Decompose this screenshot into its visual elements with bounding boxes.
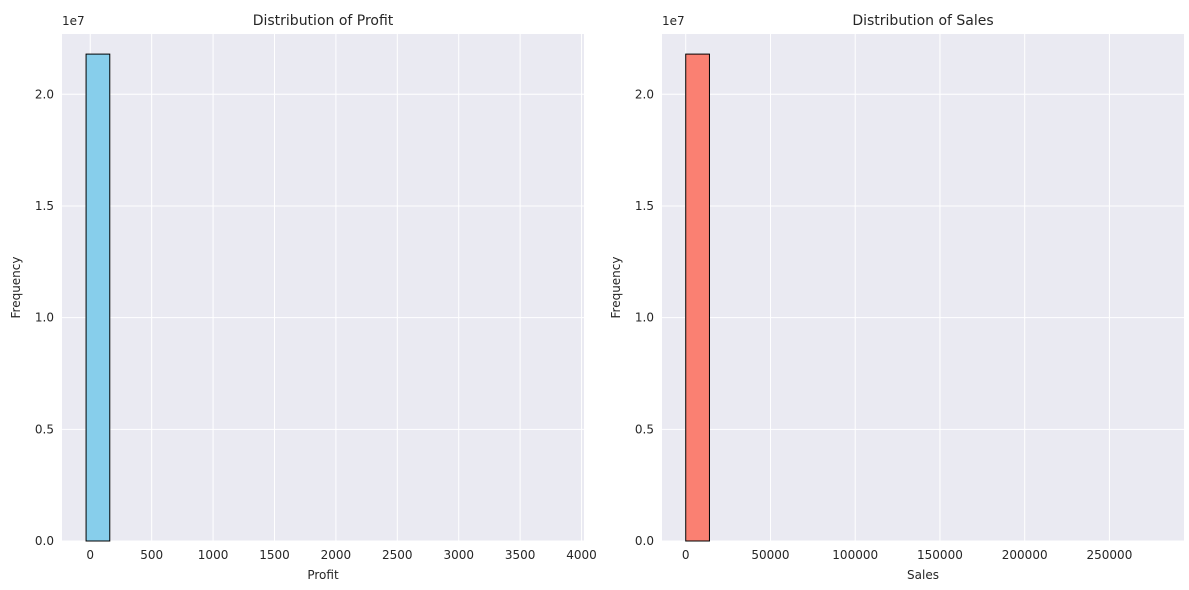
profit-y-tick-label: 1.5 — [35, 199, 54, 213]
profit-y-ticks: 0.0 0.5 1.0 1.5 2.0 — [35, 87, 54, 548]
sales-y-tick-label: 1.5 — [635, 199, 654, 213]
profit-x-tick-label: 4000 — [566, 548, 597, 562]
profit-y-offset-text: 1e7 — [62, 14, 85, 28]
sales-x-tick-label: 250000 — [1087, 548, 1133, 562]
profit-x-tick-label: 2500 — [382, 548, 413, 562]
sales-y-tick-label: 0.5 — [635, 422, 654, 436]
sales-y-tick-label: 0.0 — [635, 534, 654, 548]
profit-gridlines — [62, 34, 584, 542]
sales-x-tick-label: 100000 — [832, 548, 878, 562]
profit-chart-title: Distribution of Profit — [253, 13, 394, 29]
profit-x-tick-label: 1500 — [259, 548, 290, 562]
profit-x-tick-label: 3000 — [443, 548, 474, 562]
profit-y-tick-label: 2.0 — [35, 87, 54, 101]
profit-y-tick-label: 1.0 — [35, 311, 54, 325]
profit-x-tick-label: 3500 — [505, 548, 536, 562]
sales-y-tick-label: 1.0 — [635, 311, 654, 325]
profit-y-tick-label: 0.5 — [35, 422, 54, 436]
sales-gridlines — [662, 34, 1184, 542]
profit-x-tick-label: 2000 — [321, 548, 352, 562]
profit-plot-area — [62, 34, 584, 541]
profit-bars — [85, 53, 111, 542]
sales-y-tick-label: 2.0 — [635, 87, 654, 101]
sales-x-tick-label: 50000 — [751, 548, 789, 562]
profit-x-tick-label: 0 — [86, 548, 94, 562]
sales-x-tick-label: 150000 — [917, 548, 963, 562]
sales-histogram-bar — [685, 53, 710, 542]
profit-x-axis-label: Profit — [307, 568, 339, 582]
sales-plot-area — [662, 34, 1184, 541]
sales-histogram-panel: 0 50000 100000 150000 200000 250000 0.0 0.5 1.0… — [609, 13, 1184, 582]
sales-y-offset-text: 1e7 — [662, 14, 685, 28]
sales-x-axis-label: Sales — [907, 568, 939, 582]
sales-x-tick-label: 200000 — [1002, 548, 1048, 562]
sales-x-ticks: 0 50000 100000 150000 200000 250000 — [682, 548, 1132, 562]
profit-x-tick-label: 500 — [140, 548, 163, 562]
profit-histogram-bar — [85, 53, 111, 542]
sales-chart-title: Distribution of Sales — [852, 13, 993, 29]
profit-x-tick-label: 1000 — [198, 548, 229, 562]
sales-x-tick-label: 0 — [682, 548, 690, 562]
sales-y-axis-label: Frequency — [609, 257, 623, 319]
sales-bars — [685, 53, 710, 542]
profit-y-axis-label: Frequency — [9, 257, 23, 319]
profit-y-tick-label: 0.0 — [35, 534, 54, 548]
profit-x-ticks: 0 500 1000 1500 2000 2500 3000 3500 4000 — [86, 548, 596, 562]
profit-histogram-panel: 0 500 1000 1500 2000 2500 3000 3500 4000 0.0 0.5 1… — [9, 13, 597, 582]
sales-y-ticks: 0.0 0.5 1.0 1.5 2.0 — [635, 87, 654, 548]
